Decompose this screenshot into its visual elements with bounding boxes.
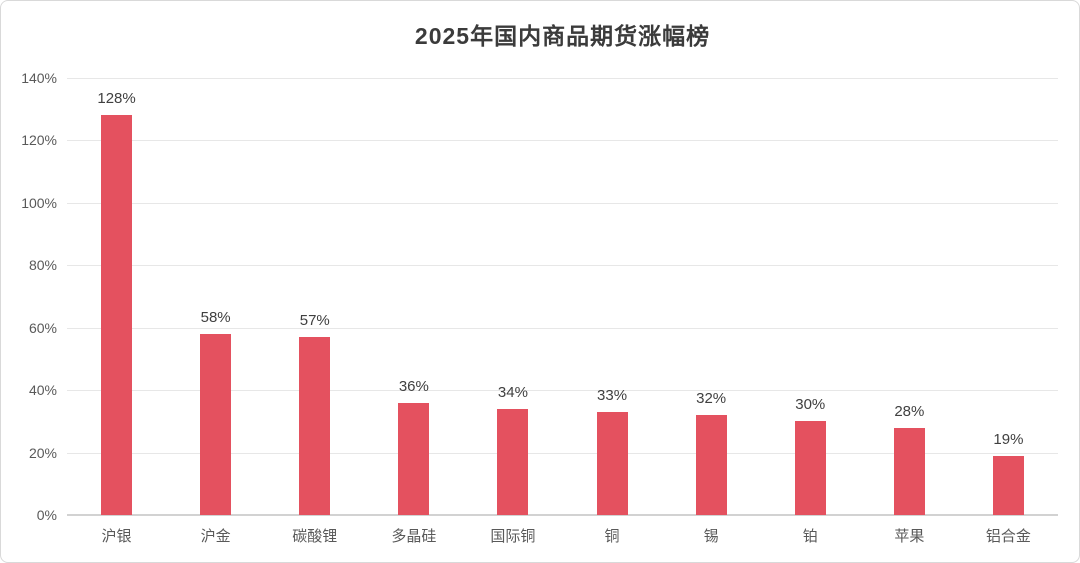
bar bbox=[695, 415, 727, 515]
bar-value-label: 32% bbox=[696, 390, 727, 408]
bar-value-label: 34% bbox=[497, 383, 528, 401]
bar bbox=[794, 421, 826, 515]
bar bbox=[992, 455, 1024, 515]
y-axis-tick-label: 0% bbox=[36, 507, 57, 523]
y-axis-tick-label: 60% bbox=[28, 319, 57, 336]
gridline bbox=[67, 78, 1058, 79]
y-axis-tick-label: 80% bbox=[28, 257, 57, 274]
x-axis-category-label: 沪银 bbox=[101, 528, 132, 545]
x-axis-category-label: 铂 bbox=[802, 528, 818, 545]
bar-value-label: 128% bbox=[97, 90, 136, 108]
gridline bbox=[67, 327, 1058, 329]
bar bbox=[299, 337, 331, 515]
x-axis-category-label: 沪金 bbox=[200, 528, 231, 545]
bar-value-label: 57% bbox=[299, 312, 330, 330]
x-axis-category-label: 铝合金 bbox=[985, 528, 1031, 545]
y-axis-tick-label: 140% bbox=[21, 70, 57, 86]
gridline bbox=[67, 390, 1058, 392]
bar-value-label: 28% bbox=[894, 402, 925, 420]
bar-value-label: 36% bbox=[398, 377, 429, 395]
bar bbox=[200, 333, 232, 515]
y-axis-tick-label: 100% bbox=[21, 194, 57, 211]
gridline bbox=[67, 140, 1058, 142]
y-axis-tick-label: 40% bbox=[28, 382, 57, 399]
bar-value-label: 30% bbox=[795, 396, 826, 414]
chart-title: 2025年国内商品期货涨幅榜 bbox=[414, 23, 711, 49]
x-axis-category-label: 多晶硅 bbox=[391, 528, 437, 545]
bar-value-label: 58% bbox=[200, 308, 231, 326]
gridline bbox=[67, 202, 1058, 204]
x-axis-line bbox=[67, 514, 1058, 516]
x-axis-category-label: 铜 bbox=[604, 528, 620, 545]
bar bbox=[596, 411, 628, 515]
bar-value-label: 19% bbox=[993, 430, 1024, 448]
bar bbox=[101, 115, 133, 515]
y-axis-tick-label: 20% bbox=[28, 444, 57, 461]
gridline bbox=[67, 452, 1058, 454]
bar bbox=[398, 402, 430, 515]
bar bbox=[497, 408, 529, 515]
x-axis-category-label: 锡 bbox=[703, 528, 719, 545]
x-axis-category-label: 苹果 bbox=[894, 528, 925, 545]
x-axis-category-label: 碳酸锂 bbox=[292, 528, 338, 545]
y-axis-tick-label: 120% bbox=[21, 132, 57, 149]
bar-value-label: 33% bbox=[597, 386, 628, 404]
gridline bbox=[67, 265, 1058, 267]
x-axis-category-label: 国际铜 bbox=[490, 528, 536, 545]
bar bbox=[893, 427, 925, 515]
